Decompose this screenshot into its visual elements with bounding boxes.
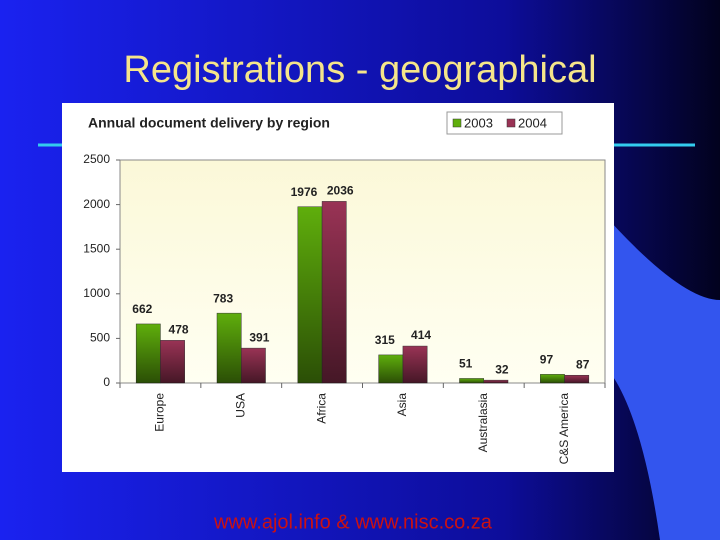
y-tick-label: 1500 — [83, 241, 110, 255]
slide-footer: www.ajol.info & www.nisc.co.za — [213, 511, 493, 533]
decoration — [600, 210, 720, 540]
bar — [216, 312, 242, 384]
value-label: 662 — [132, 302, 152, 316]
bar — [135, 323, 161, 384]
legend-swatch — [506, 118, 516, 128]
plot-area — [119, 159, 606, 384]
x-tick-label: Africa — [314, 393, 328, 424]
x-tick-label: Asia — [395, 393, 409, 417]
value-label: 414 — [411, 328, 431, 342]
bar — [321, 201, 347, 384]
y-tick-label: 500 — [90, 331, 110, 345]
legend-swatch — [452, 118, 462, 128]
slide-title: Registrations - geographical — [123, 49, 596, 91]
value-label: 2036 — [327, 184, 354, 198]
value-label: 97 — [540, 353, 554, 367]
bar — [564, 374, 590, 384]
legend-label: 2004 — [518, 115, 547, 130]
value-label: 391 — [249, 330, 269, 344]
value-label: 478 — [169, 323, 189, 337]
legend — [446, 111, 563, 135]
x-tick-label: C&S America — [557, 393, 571, 465]
bar — [378, 354, 404, 384]
value-label: 315 — [375, 333, 395, 347]
value-label: 1976 — [291, 185, 318, 199]
bar — [160, 340, 185, 384]
bar — [459, 378, 484, 384]
value-label: 87 — [576, 357, 590, 371]
x-tick-label: Europe — [153, 393, 167, 432]
chart-title: Annual document delivery by region — [88, 115, 330, 131]
x-tick-label: Australasia — [476, 393, 490, 453]
y-tick-label: 2500 — [83, 152, 110, 166]
bar — [540, 374, 565, 384]
y-tick-label: 2000 — [83, 197, 110, 211]
bar — [402, 345, 428, 384]
bar — [483, 379, 509, 384]
value-label: 783 — [213, 291, 233, 305]
value-label: 51 — [459, 357, 473, 371]
bar — [241, 347, 266, 384]
x-tick-label: USA — [233, 393, 247, 418]
y-tick-label: 0 — [103, 375, 110, 389]
legend-label: 2003 — [464, 115, 493, 130]
y-tick-label: 1000 — [83, 286, 110, 300]
bar — [297, 206, 323, 384]
value-label: 32 — [495, 362, 509, 376]
